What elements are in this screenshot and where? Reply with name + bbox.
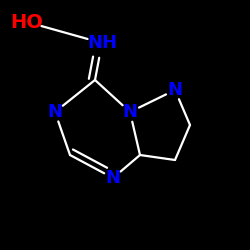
Text: N: N <box>106 169 120 187</box>
Text: N: N <box>122 103 138 121</box>
Text: NH: NH <box>87 34 117 52</box>
Text: N: N <box>48 103 62 121</box>
Text: N: N <box>168 81 182 99</box>
Text: HO: HO <box>10 12 43 32</box>
